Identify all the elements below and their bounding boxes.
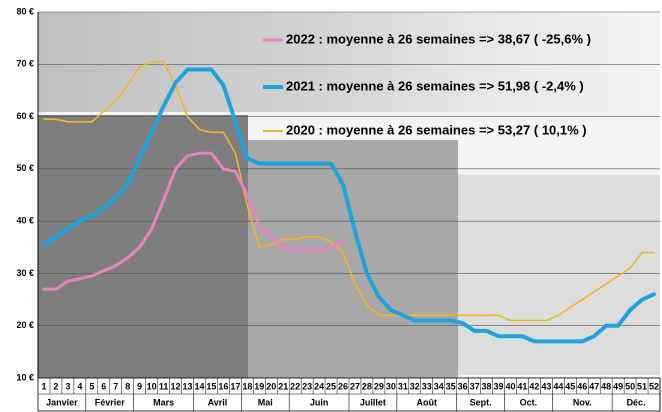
y-tick-label: 30 € [16,268,34,278]
month-label: Déc. [627,397,646,407]
y-tick-label: 60 € [16,111,34,121]
legend-label: 2021 : moyenne à 26 semaines => 51,98 ( … [286,78,584,93]
x-tick-label: 41 [517,381,527,391]
x-tick-label: 21 [278,381,288,391]
x-tick-label: 22 [290,381,300,391]
x-tick-label: 28 [362,381,372,391]
x-tick-label: 26 [338,381,348,391]
x-tick-label: 35 [446,381,456,391]
x-tick-label: 46 [577,381,587,391]
y-tick-label: 80 € [16,6,34,16]
x-tick-label: 48 [601,381,611,391]
x-tick-label: 31 [398,381,408,391]
x-tick-label: 50 [625,381,635,391]
x-tick-label: 43 [541,381,551,391]
month-label: Mars [153,397,174,407]
x-tick-label: 40 [505,381,515,391]
month-label: Janvier [46,397,78,407]
x-tick-label: 6 [101,381,106,391]
legend-label: 2020 : moyenne à 26 semaines => 53,27 ( … [286,122,587,137]
x-tick-label: 13 [183,381,193,391]
x-tick-label: 7 [113,381,118,391]
x-tick-label: 37 [470,381,480,391]
y-tick-label: 70 € [16,59,34,69]
x-tick-label: 11 [159,381,169,391]
x-tick-label: 9 [137,381,142,391]
x-tick-label: 32 [410,381,420,391]
x-tick-label: 2 [53,381,58,391]
x-tick-label: 19 [254,381,264,391]
x-tick-label: 36 [458,381,468,391]
series-line [43,60,655,322]
x-tick-label: 33 [422,381,432,391]
x-tick-label: 23 [302,381,312,391]
x-tick-label: 20 [266,381,276,391]
y-tick-label: 50 € [16,163,34,173]
series-line [42,67,656,344]
x-tick-label: 10 [147,381,157,391]
x-tick-label: 27 [350,381,360,391]
series-line [42,151,345,291]
x-tick-label: 14 [194,381,204,391]
x-tick-label: 4 [77,381,82,391]
month-label: Février [95,397,126,407]
x-tick-label: 45 [565,381,575,391]
x-tick-label: 39 [494,381,504,391]
x-tick-label: 38 [482,381,492,391]
month-label: Juin [310,397,329,407]
x-tick-label: 12 [171,381,181,391]
x-tick-label: 17 [230,381,240,391]
month-label: Mai [258,397,273,407]
month-label: Juillet [360,397,386,407]
month-label: Avril [208,397,228,407]
x-tick-label: 18 [242,381,252,391]
x-tick-label: 24 [314,381,324,391]
month-label: Sept. [470,397,492,407]
month-label: Nov. [573,397,592,407]
x-tick-label: 44 [553,381,563,391]
x-tick-label: 15 [206,381,216,391]
x-tick-label: 1 [41,381,46,391]
legend-label: 2022 : moyenne à 26 semaines => 38,67 ( … [286,31,591,46]
month-label: Oct. [520,397,538,407]
x-tick-label: 16 [218,381,228,391]
x-tick-label: 49 [613,381,623,391]
y-tick-label: 20 € [16,320,34,330]
x-tick-label: 25 [326,381,336,391]
y-tick-label: 40 € [16,216,34,226]
background-photo [38,12,660,378]
x-tick-label: 3 [65,381,70,391]
x-tick-label: 29 [374,381,384,391]
x-tick-label: 30 [386,381,396,391]
x-tick-label: 47 [589,381,599,391]
x-tick-label: 5 [89,381,94,391]
y-tick-label: 10 € [16,372,34,382]
x-tick-label: 42 [529,381,539,391]
x-tick-label: 8 [125,381,130,391]
x-tick-label: 51 [637,381,647,391]
month-label: Août [417,397,438,407]
x-tick-label: 52 [649,381,659,391]
x-tick-label: 34 [434,381,444,391]
